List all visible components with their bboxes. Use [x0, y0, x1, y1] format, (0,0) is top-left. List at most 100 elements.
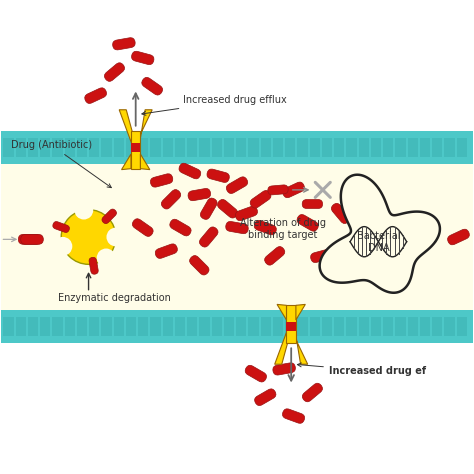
- Bar: [224, 138, 234, 156]
- Polygon shape: [319, 175, 440, 293]
- Bar: [64, 138, 75, 156]
- Bar: [114, 138, 124, 156]
- Bar: [334, 138, 345, 156]
- Bar: [432, 138, 442, 156]
- FancyBboxPatch shape: [310, 249, 333, 263]
- FancyBboxPatch shape: [188, 189, 210, 201]
- Polygon shape: [136, 110, 152, 144]
- Bar: [211, 318, 222, 336]
- FancyBboxPatch shape: [255, 389, 276, 406]
- Bar: [211, 138, 222, 156]
- Bar: [420, 138, 430, 156]
- Bar: [358, 318, 369, 336]
- Bar: [52, 318, 63, 336]
- Bar: [89, 138, 100, 156]
- Bar: [163, 318, 173, 336]
- Circle shape: [54, 237, 73, 256]
- FancyBboxPatch shape: [226, 177, 248, 193]
- Bar: [444, 318, 455, 336]
- Text: Enzymatic degradation: Enzymatic degradation: [58, 293, 171, 303]
- Bar: [346, 318, 357, 336]
- Bar: [346, 138, 357, 156]
- FancyBboxPatch shape: [268, 185, 288, 195]
- Bar: [16, 318, 26, 336]
- Bar: [126, 318, 136, 336]
- Bar: [199, 138, 210, 156]
- Bar: [40, 318, 50, 336]
- FancyBboxPatch shape: [226, 221, 248, 234]
- Bar: [456, 318, 467, 336]
- Circle shape: [97, 248, 116, 267]
- Bar: [371, 318, 381, 336]
- FancyBboxPatch shape: [200, 227, 218, 247]
- Bar: [297, 318, 308, 336]
- Bar: [383, 318, 393, 336]
- Bar: [89, 318, 100, 336]
- Bar: [187, 318, 197, 336]
- Bar: [358, 138, 369, 156]
- Bar: [64, 318, 75, 336]
- Bar: [297, 138, 308, 156]
- Bar: [138, 318, 148, 336]
- FancyBboxPatch shape: [161, 190, 181, 209]
- Bar: [408, 138, 418, 156]
- Bar: [163, 138, 173, 156]
- Bar: [101, 138, 112, 156]
- FancyBboxPatch shape: [201, 198, 217, 219]
- FancyBboxPatch shape: [273, 363, 295, 375]
- Bar: [77, 138, 87, 156]
- Bar: [52, 138, 63, 156]
- FancyBboxPatch shape: [190, 255, 209, 275]
- Bar: [175, 138, 185, 156]
- FancyBboxPatch shape: [179, 163, 201, 179]
- Bar: [199, 318, 210, 336]
- FancyBboxPatch shape: [250, 191, 271, 208]
- Bar: [286, 322, 296, 331]
- Bar: [395, 318, 406, 336]
- Text: Alteration of drug
binding target: Alteration of drug binding target: [240, 218, 326, 240]
- Bar: [3, 138, 14, 156]
- Bar: [444, 138, 455, 156]
- Bar: [310, 318, 320, 336]
- Circle shape: [74, 201, 93, 219]
- Bar: [150, 138, 161, 156]
- FancyBboxPatch shape: [331, 203, 350, 224]
- Bar: [236, 138, 246, 156]
- Bar: [322, 318, 332, 336]
- Bar: [77, 318, 87, 336]
- FancyBboxPatch shape: [21, 235, 43, 244]
- Bar: [285, 138, 295, 156]
- Bar: [175, 318, 185, 336]
- Bar: [1, 131, 473, 164]
- FancyBboxPatch shape: [236, 206, 257, 221]
- FancyBboxPatch shape: [302, 200, 323, 209]
- Bar: [456, 138, 467, 156]
- Bar: [261, 138, 271, 156]
- Bar: [285, 318, 295, 336]
- FancyBboxPatch shape: [245, 365, 266, 382]
- Bar: [150, 318, 161, 336]
- Bar: [236, 318, 246, 336]
- Bar: [131, 131, 140, 169]
- Circle shape: [107, 228, 125, 246]
- FancyBboxPatch shape: [218, 200, 237, 218]
- Bar: [28, 138, 38, 156]
- FancyBboxPatch shape: [104, 63, 125, 82]
- Bar: [261, 318, 271, 336]
- Polygon shape: [119, 110, 136, 144]
- Bar: [248, 138, 259, 156]
- Bar: [286, 305, 296, 343]
- FancyBboxPatch shape: [297, 215, 319, 231]
- Bar: [334, 318, 345, 336]
- FancyBboxPatch shape: [170, 219, 191, 236]
- Bar: [16, 138, 26, 156]
- Polygon shape: [275, 330, 291, 364]
- FancyBboxPatch shape: [142, 77, 163, 95]
- Polygon shape: [296, 304, 305, 320]
- FancyBboxPatch shape: [113, 38, 135, 50]
- FancyBboxPatch shape: [283, 409, 305, 423]
- FancyBboxPatch shape: [132, 51, 154, 64]
- Bar: [395, 138, 406, 156]
- Text: Bacterial
DNA: Bacterial DNA: [356, 231, 400, 253]
- FancyBboxPatch shape: [18, 235, 41, 244]
